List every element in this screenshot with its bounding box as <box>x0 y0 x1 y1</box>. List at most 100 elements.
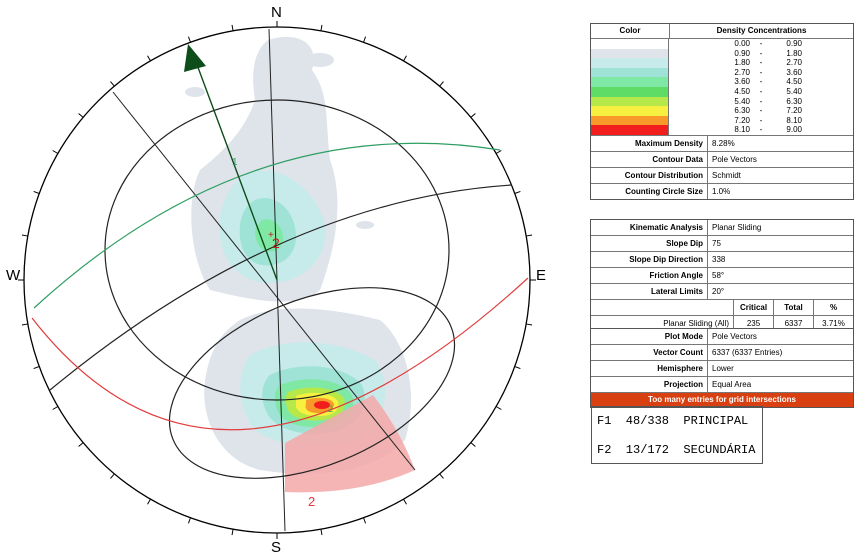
legend-range-high: 6.30 <box>786 96 802 106</box>
tick-mark <box>52 150 59 154</box>
tick-mark <box>187 36 191 43</box>
critical-header-critical: Critical <box>734 300 774 315</box>
tick-mark <box>514 190 521 194</box>
legend-swatch <box>591 67 669 78</box>
tick-mark <box>33 366 40 370</box>
legend-swatch <box>591 58 669 68</box>
legend-range-dash: - <box>759 125 763 135</box>
tick-mark <box>470 442 476 447</box>
legend-swatch <box>591 96 669 107</box>
critical-row-critical: 235 <box>734 316 774 331</box>
contour-info-value: 8.28% <box>712 138 735 148</box>
daylight-envelope <box>168 287 456 479</box>
tick-mark <box>52 406 59 410</box>
legend-range: 0.00- 0.90 <box>669 39 853 49</box>
tick-mark <box>320 24 323 31</box>
dip-arrow-head <box>184 44 206 72</box>
tick-mark <box>21 234 28 237</box>
legend-range-dash: - <box>759 77 763 87</box>
legend-item: 5.40- 6.30 <box>591 96 853 107</box>
contour-info-label: Contour Data <box>591 151 708 167</box>
legend-range: 4.50- 5.40 <box>669 87 853 97</box>
legend-range: 2.70- 3.60 <box>669 68 853 78</box>
contour-info-label: Contour Distribution <box>591 167 708 183</box>
legend-range-high: 5.40 <box>786 86 802 96</box>
tick-mark <box>439 81 444 87</box>
set-f1: F1 48/338 PRINCIPAL <box>597 414 749 428</box>
contour-info-row: Counting Circle Size 1.0% <box>591 182 853 199</box>
primitive-circle <box>23 26 531 534</box>
legend-range-low: 5.40 <box>734 96 750 106</box>
contour-info-row: Contour Distribution Schmidt <box>591 166 853 183</box>
plot-info-row: Projection Equal Area <box>591 376 853 392</box>
kinematic-value: 75 <box>712 239 721 248</box>
legend-range-high: 2.70 <box>786 58 802 68</box>
plot-info-row: Plot Mode Pole Vectors <box>591 329 853 344</box>
pole-cross: + <box>268 230 274 241</box>
legend-range-high: 3.60 <box>786 67 802 77</box>
tick-mark <box>439 473 444 479</box>
east-label: E <box>536 267 546 284</box>
pole-label-2: 2 <box>272 235 280 251</box>
legend-range-low: 7.20 <box>734 115 750 125</box>
tick-mark <box>403 498 407 505</box>
tick-mark <box>78 113 84 118</box>
lateral-limit-1 <box>112 91 416 471</box>
legend-range-low: 8.10 <box>734 125 750 135</box>
plot-info-rows: Plot Mode Pole Vectors Vector Count 6337 (6… <box>591 329 853 392</box>
tick-mark <box>147 55 151 62</box>
kinematic-value: Planar Sliding <box>712 223 762 232</box>
plot-info-row: Vector Count 6337 (6337 Entries) <box>591 344 853 360</box>
tick-mark <box>363 36 367 43</box>
legend-range-low: 3.60 <box>734 77 750 87</box>
legend-range-high: 7.20 <box>786 106 802 116</box>
contour-info-row: Maximum Density 8.28% <box>591 134 853 151</box>
critical-row: Planar Sliding (All) 235 6337 3.71% <box>591 315 853 331</box>
kinematic-label: Slope Dip <box>591 236 708 251</box>
contour-info-label: Counting Circle Size <box>591 183 708 199</box>
critical-zone <box>285 395 415 493</box>
kinematic-row: Slope Dip 75 <box>591 235 853 251</box>
plot-info-panel: Plot Mode Pole Vectors Vector Count 6337 (6… <box>590 328 854 408</box>
critical-header-percent: % <box>829 303 838 312</box>
tick-mark <box>526 234 533 237</box>
tick-mark <box>526 323 533 326</box>
legend-range-dash: - <box>759 39 763 48</box>
plot-info-value: Lower <box>712 364 734 373</box>
plane-f1 <box>33 142 501 309</box>
kinematic-label: Lateral Limits <box>591 284 708 299</box>
kinematic-value: 338 <box>712 255 726 264</box>
slope-plane <box>49 184 513 391</box>
stereonet-plot: 1 2 2 2 + N S E W <box>6 4 546 556</box>
kinematic-rows: Kinematic Analysis Planar Sliding Slope Di… <box>591 220 853 299</box>
contour-info-label: Maximum Density <box>591 135 708 151</box>
kinematic-row: Lateral Limits 20° <box>591 283 853 299</box>
kinematic-label: Kinematic Analysis <box>591 220 708 235</box>
contour-info-value: 1.0% <box>712 186 731 196</box>
legend-item: 0.00- 0.90 <box>591 39 853 49</box>
set-f2: F2 13/172 SECUNDÁRIA <box>592 435 762 464</box>
plane-f2 <box>31 277 529 431</box>
dip-arrow-shaft <box>195 61 278 281</box>
legend-range-high: 4.50 <box>786 77 802 87</box>
plot-info-label: Hemisphere <box>591 361 708 376</box>
legend-range-dash: - <box>759 106 763 116</box>
legend-range-low: 1.80 <box>734 58 750 68</box>
legend-range-dash: - <box>759 67 763 77</box>
legend-swatch <box>591 86 669 97</box>
legend-range: 3.60- 4.50 <box>669 77 853 87</box>
critical-header-total: Total <box>774 300 814 315</box>
contour-info: Maximum Density 8.28% Contour Data Pole Vec… <box>591 134 853 199</box>
legend-swatch <box>591 115 669 126</box>
legend-swatch <box>591 39 669 49</box>
legend-item: 8.10- 9.00 <box>591 125 853 135</box>
legend-swatch <box>591 77 669 87</box>
legend-range: 5.40- 6.30 <box>669 97 853 107</box>
density-contours-upper <box>185 36 374 302</box>
contour-info-value: Pole Vectors <box>712 154 757 164</box>
legend-item: 3.60- 4.50 <box>591 77 853 87</box>
legend-item: 1.80- 2.70 <box>591 58 853 68</box>
critical-row-total: 6337 <box>774 316 814 331</box>
plot-info-label: Vector Count <box>591 345 708 360</box>
tick-mark <box>514 366 521 370</box>
